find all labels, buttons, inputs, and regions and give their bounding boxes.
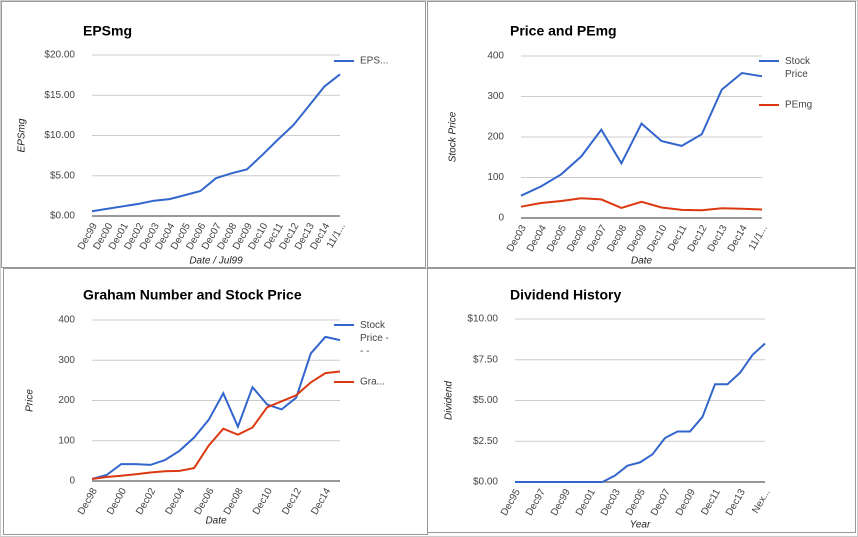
- chart-title: Graham Number and Stock Price: [83, 287, 302, 303]
- y-tick-label: 200: [58, 395, 75, 406]
- x-axis-title: Date / Jul99: [189, 256, 243, 267]
- y-tick-label: 100: [58, 435, 75, 446]
- panel: [1, 1, 426, 268]
- chart-title: Price and PEmg: [510, 23, 617, 39]
- y-tick-label: 0: [498, 213, 504, 224]
- y-tick-label: $5.00: [473, 395, 498, 406]
- series-line: [520, 197, 763, 212]
- panel: [427, 268, 856, 533]
- y-tick-label: 300: [58, 355, 75, 366]
- y-tick-label: 300: [487, 91, 504, 102]
- y-tick-label: $5.00: [50, 170, 75, 181]
- legend-label: EPS...: [360, 56, 388, 67]
- y-tick-label: $0.00: [473, 477, 498, 488]
- legend-label: Stock Price -- -: [360, 320, 389, 357]
- y-tick-label: $0.00: [50, 211, 75, 222]
- y-tick-label: $20.00: [44, 50, 75, 61]
- chart-title: Dividend History: [510, 287, 621, 303]
- series-line: [515, 342, 766, 483]
- x-axis-title: Date: [205, 516, 227, 527]
- legend-label: PEmg: [785, 100, 812, 111]
- y-tick-label: 400: [58, 315, 75, 326]
- y-tick-label: $15.00: [44, 90, 75, 101]
- y-tick-label: 200: [487, 132, 504, 143]
- chart-title: EPSmg: [83, 23, 132, 39]
- series-line: [91, 335, 341, 480]
- x-axis-title: Year: [630, 520, 651, 531]
- series-line: [91, 370, 341, 480]
- y-tick-label: $7.50: [473, 354, 498, 365]
- legend-label: Stock Price: [785, 56, 811, 80]
- series-line: [91, 73, 341, 213]
- y-tick-label: 100: [487, 172, 504, 183]
- y-axis-title: Dividend: [444, 381, 455, 420]
- panel: [427, 1, 856, 268]
- y-tick-label: $10.00: [467, 314, 498, 325]
- y-axis-title: EPSmg: [17, 118, 28, 152]
- y-tick-label: 0: [69, 476, 75, 487]
- y-axis-title: Stock Price: [448, 111, 459, 162]
- legend-label: Gra...: [360, 377, 385, 388]
- x-axis-title: Date: [631, 256, 653, 267]
- y-tick-label: $10.00: [44, 130, 75, 141]
- series-line: [520, 71, 763, 197]
- y-axis-title: Price: [25, 389, 36, 412]
- y-tick-label: 400: [487, 51, 504, 62]
- y-tick-label: $2.50: [473, 436, 498, 447]
